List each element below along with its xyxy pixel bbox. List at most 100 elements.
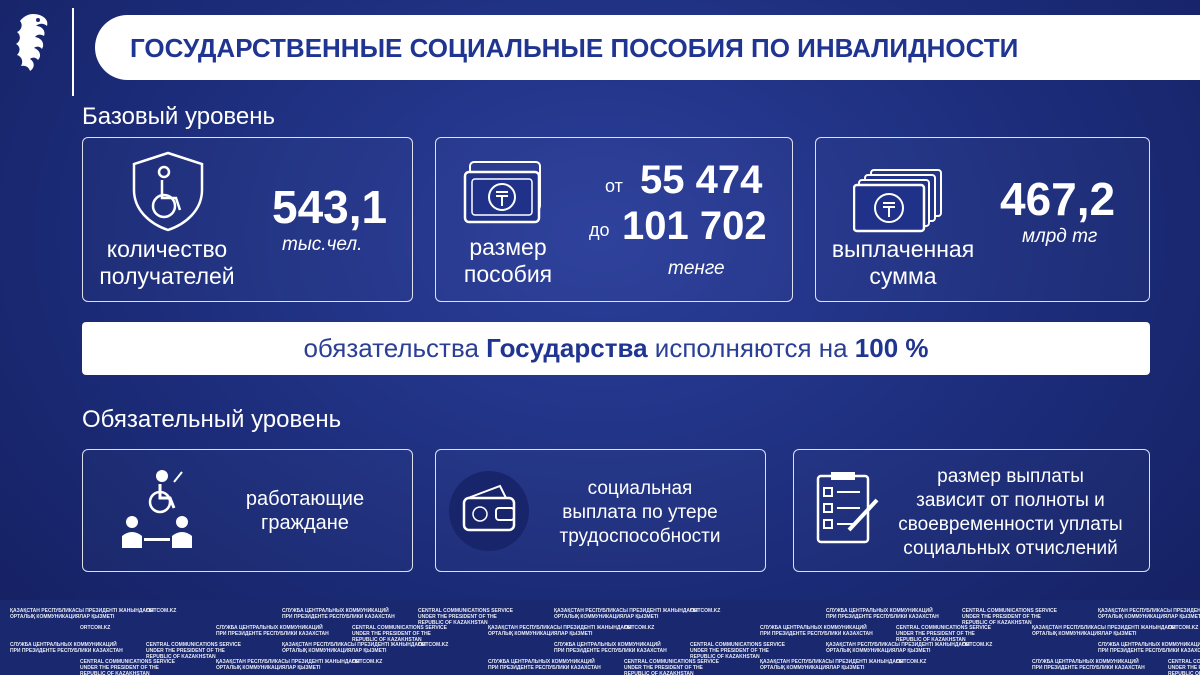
watermark-line: СЛУЖБА ЦЕНТРАЛЬНЫХ КОММУНИКАЦИЙ — [282, 608, 389, 614]
watermark-line: ҚАЗАҚСТАН РЕСПУБЛИКАСЫ ПРЕЗИДЕНТІ ЖАНЫНД… — [10, 608, 154, 614]
watermark-line: СЛУЖБА ЦЕНТРАЛЬНЫХ КОММУНИКАЦИЙ — [216, 625, 323, 631]
range-from-value: 55 474 — [640, 158, 763, 202]
info-card — [82, 449, 413, 572]
watermark: СЛУЖБА ЦЕНТРАЛЬНЫХ КОММУНИКАЦИЙ ПРИ ПРЕЗИ… — [282, 608, 395, 620]
watermark: ҚАЗАҚСТАН РЕСПУБЛИКАСЫ ПРЕЗИДЕНТІ ЖАНЫНД… — [826, 642, 970, 654]
range-from-label: от — [605, 176, 623, 196]
watermark: ORTCOM.KZ — [624, 625, 654, 631]
watermark: ҚАЗАҚСТАН РЕСПУБЛИКАСЫ ПРЕЗИДЕНТІ ЖАНЫНД… — [1032, 625, 1176, 637]
card-label: количество получателей — [92, 236, 242, 290]
logo — [16, 14, 48, 71]
watermark-line: ОРТАЛЫҚ КОММУНИКАЦИЯЛАР ҚЫЗМЕТІ — [1098, 614, 1200, 620]
watermark: СЛУЖБА ЦЕНТРАЛЬНЫХ КОММУНИКАЦИЙ ПРИ ПРЕЗИ… — [760, 625, 873, 637]
watermark-line: ОРТАЛЫҚ КОММУНИКАЦИЯЛАР ҚЫЗМЕТІ — [760, 665, 865, 671]
watermark: ORTCOM.KZ — [146, 608, 176, 614]
label-line: пособия — [463, 261, 553, 287]
watermark: ҚАЗАҚСТАН РЕСПУБЛИКАСЫ ПРЕЗИДЕНТІ ЖАНЫНД… — [216, 659, 360, 671]
watermark: ҚАЗАҚСТАН РЕСПУБЛИКАСЫ ПРЕЗИДЕНТІ ЖАНЫНД… — [282, 642, 426, 654]
banner-text: обязательства — [303, 333, 487, 363]
stat-card — [82, 137, 413, 302]
range-to-label: до — [589, 220, 610, 240]
icon-money — [463, 161, 541, 224]
stat-unit: млрд тг — [1022, 226, 1098, 247]
watermark-line: REPUBLIC OF KAZAKHSTAN — [80, 671, 150, 675]
watermark-line: REPUBLIC OF KAZAKHSTAN — [146, 654, 216, 660]
banner-emphasis: 100 % — [854, 333, 929, 363]
watermark-line: CENTRAL COMMUNICATIONS SERVICE — [418, 608, 514, 614]
watermark-line: UNDER THE PRESIDENT OF THE — [690, 648, 769, 654]
label-line: размер выплаты — [937, 466, 1084, 487]
watermark-line: UNDER THE PRESIDENT OF THE — [418, 614, 497, 620]
watermark-line: REPUBLIC OF KAZAKHSTAN — [352, 637, 422, 643]
watermark-line: REPUBLIC OF KAZAKHSTAN — [418, 620, 488, 626]
watermark: ҚАЗАҚСТАН РЕСПУБЛИКАСЫ ПРЕЗИДЕНТІ ЖАНЫНД… — [488, 625, 632, 637]
watermark-line: CENTRAL COMMUNICATIONS SERVICE — [146, 642, 242, 648]
label-line: сумма — [869, 263, 937, 289]
watermark-line: ПРИ ПРЕЗИДЕНТЕ РЕСПУБЛИКИ КАЗАХСТАН — [1032, 665, 1145, 671]
card-label: работающие граждане — [220, 487, 390, 535]
watermark-line: UNDER THE PRESIDENT OF THE — [1168, 665, 1200, 671]
watermark-line: ОРТАЛЫҚ КОММУНИКАЦИЯЛАР ҚЫЗМЕТІ — [554, 614, 659, 620]
watermark: СЛУЖБА ЦЕНТРАЛЬНЫХ КОММУНИКАЦИЙ ПРИ ПРЕЗИ… — [1098, 642, 1200, 654]
watermark-line: СЛУЖБА ЦЕНТРАЛЬНЫХ КОММУНИКАЦИЙ — [760, 625, 867, 631]
watermark: ORTCOM.KZ — [690, 608, 720, 614]
watermark-line: ORTCOM.KZ — [1168, 625, 1199, 631]
watermark-line: СЛУЖБА ЦЕНТРАЛЬНЫХ КОММУНИКАЦИЙ — [826, 608, 933, 614]
label-line: граждане — [261, 512, 349, 534]
watermark: СЛУЖБА ЦЕНТРАЛЬНЫХ КОММУНИКАЦИЙ ПРИ ПРЕЗИ… — [554, 642, 667, 654]
watermark-line: ОРТАЛЫҚ КОММУНИКАЦИЯЛАР ҚЫЗМЕТІ — [216, 665, 321, 671]
card-label: социальная выплата по утере трудоспособнос… — [535, 477, 745, 549]
watermark-line: UNDER THE PRESIDENT OF THE — [624, 665, 703, 671]
stat-value: 543,1 — [272, 181, 388, 233]
section-heading: Обязательный уровень — [82, 406, 342, 433]
watermark-line: CENTRAL COMMUNICATIONS SERVICE — [1168, 659, 1200, 665]
label-line: трудоспособности — [559, 526, 721, 547]
label-line: выплаченная — [831, 236, 975, 262]
info-card — [793, 449, 1150, 572]
stat-unit: тенге — [668, 258, 725, 279]
watermark-line: ПРИ ПРЕЗИДЕНТЕ РЕСПУБЛИКИ КАЗАХСТАН — [760, 631, 873, 637]
watermark: ҚАЗАҚСТАН РЕСПУБЛИКАСЫ ПРЕЗИДЕНТІ ЖАНЫНД… — [760, 659, 904, 671]
footer-watermark: ҚАЗАҚСТАН РЕСПУБЛИКАСЫ ПРЕЗИДЕНТІ ЖАНЫНД… — [0, 600, 1200, 675]
watermark-line: UNDER THE PRESIDENT OF THE — [352, 631, 431, 637]
watermark-line: ҚАЗАҚСТАН РЕСПУБЛИКАСЫ ПРЕЗИДЕНТІ ЖАНЫНД… — [826, 642, 970, 648]
watermark-line: ПРИ ПРЕЗИДЕНТЕ РЕСПУБЛИКИ КАЗАХСТАН — [554, 648, 667, 654]
watermark-line: ПРИ ПРЕЗИДЕНТЕ РЕСПУБЛИКИ КАЗАХСТАН — [826, 614, 939, 620]
watermark-line: СЛУЖБА ЦЕНТРАЛЬНЫХ КОММУНИКАЦИЙ — [554, 642, 661, 648]
watermark-line: UNDER THE PRESIDENT OF THE — [962, 614, 1041, 620]
watermark-line: CENTRAL COMMUNICATIONS SERVICE — [352, 625, 448, 631]
watermark-line: ORTCOM.KZ — [624, 625, 655, 631]
info-card — [435, 449, 766, 572]
label-line: количество — [106, 236, 228, 262]
stat-card — [815, 137, 1150, 302]
watermark: ORTCOM.KZ — [962, 642, 992, 648]
watermark-line: CENTRAL COMMUNICATIONS SERVICE — [896, 625, 992, 631]
watermark-line: ҚАЗАҚСТАН РЕСПУБЛИКАСЫ ПРЕЗИДЕНТІ ЖАНЫНД… — [282, 642, 426, 648]
watermark: СЛУЖБА ЦЕНТРАЛЬНЫХ КОММУНИКАЦИЙ ПРИ ПРЕЗИ… — [488, 659, 601, 671]
watermark-line: ҚАЗАҚСТАН РЕСПУБЛИКАСЫ ПРЕЗИДЕНТІ ЖАНЫНД… — [554, 608, 698, 614]
label-line: работающие — [245, 488, 365, 510]
watermark-line: CENTRAL COMMUNICATIONS SERVICE — [80, 659, 176, 665]
banner: обязательства Государства исполняются на… — [82, 322, 1150, 375]
card-label: выплаченная сумма — [823, 236, 983, 290]
watermark: ҚАЗАҚСТАН РЕСПУБЛИКАСЫ ПРЕЗИДЕНТІ ЖАНЫНД… — [1098, 608, 1200, 620]
label-line: зависит от полноты и — [916, 490, 1105, 511]
watermark-line: CENTRAL COMMUNICATIONS SERVICE — [962, 608, 1058, 614]
watermark-line: ОРТАЛЫҚ КОММУНИКАЦИЯЛАР ҚЫЗМЕТІ — [488, 631, 593, 637]
stat-value: 467,2 — [1000, 173, 1116, 225]
watermark: ORTCOM.KZ — [1168, 625, 1198, 631]
watermark: ORTCOM.KZ — [896, 659, 926, 665]
icon-money-stack — [853, 169, 942, 233]
watermark-line: REPUBLIC OF KAZAKHSTAN — [690, 654, 760, 660]
watermark-line: UNDER THE PRESIDENT OF THE — [146, 648, 225, 654]
watermark: СЛУЖБА ЦЕНТРАЛЬНЫХ КОММУНИКАЦИЙ ПРИ ПРЕЗИ… — [10, 642, 123, 654]
watermark-line: ORTCOM.KZ — [352, 659, 383, 665]
icon-checklist — [816, 472, 879, 544]
